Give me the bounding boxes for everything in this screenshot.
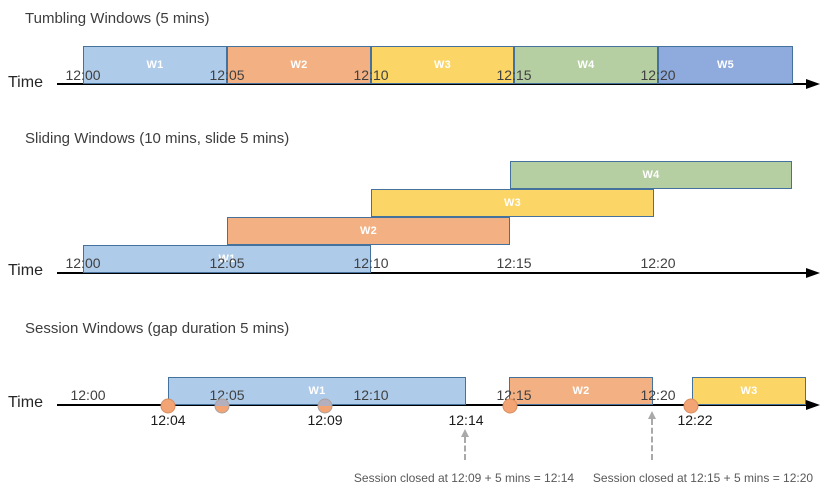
arrow-up-head-icon bbox=[461, 429, 469, 437]
window-label: W2 bbox=[359, 225, 378, 237]
tick-label: 12:20 bbox=[640, 387, 676, 403]
window-label: W1 bbox=[308, 385, 326, 397]
tick-label: 12:05 bbox=[209, 67, 245, 83]
tick-label: 12:15 bbox=[496, 67, 532, 83]
window-label: W2 bbox=[572, 385, 590, 397]
tumbling-window-w3: W3 bbox=[371, 46, 514, 84]
sliding-window-w1: W1 bbox=[83, 245, 371, 273]
event-time-label: 12:14 bbox=[448, 412, 484, 428]
tumbling-time-axis-label: Time bbox=[8, 74, 43, 91]
tick-label: 12:00 bbox=[70, 387, 106, 403]
tick-label: 12:05 bbox=[209, 255, 245, 271]
event-dot bbox=[160, 398, 176, 414]
sliding-time-axis-label: Time bbox=[8, 262, 43, 279]
window-label: W4 bbox=[577, 59, 595, 71]
tumbling-title: Tumbling Windows (5 mins) bbox=[25, 10, 210, 27]
session-time-axis-label: Time bbox=[8, 394, 43, 411]
tick-label: 12:10 bbox=[353, 387, 389, 403]
window-label: W4 bbox=[642, 169, 660, 181]
tumbling-window-w4: W4 bbox=[514, 46, 658, 84]
tumbling-axis-line bbox=[57, 83, 808, 85]
tumbling-window-w1: W1 bbox=[83, 46, 227, 84]
event-dot bbox=[214, 398, 230, 414]
session-window-w3: W3 bbox=[692, 377, 806, 405]
window-label: W1 bbox=[218, 253, 236, 265]
tick-label: 12:20 bbox=[640, 255, 676, 271]
session-close-annotation: Session closed at 12:09 + 5 mins = 12:14 bbox=[353, 471, 575, 485]
tick-label: 12:15 bbox=[496, 255, 532, 271]
window-label: W3 bbox=[503, 197, 522, 209]
sliding-axis-arrow-icon bbox=[806, 268, 820, 278]
tumbling-axis-arrow-icon bbox=[806, 79, 820, 89]
tick-label: 12:00 bbox=[65, 67, 101, 83]
event-time-label: 12:04 bbox=[150, 412, 186, 428]
window-label: W3 bbox=[433, 59, 452, 71]
window-label: W3 bbox=[740, 385, 758, 397]
session-title: Session Windows (gap duration 5 mins) bbox=[25, 320, 290, 337]
tumbling-window-w2: W2 bbox=[227, 46, 371, 84]
session-close-arrow-icon bbox=[461, 429, 469, 460]
tick-label: 12:00 bbox=[65, 255, 101, 271]
sliding-window-w2: W2 bbox=[227, 217, 510, 245]
tumbling-window-w5: W5 bbox=[658, 46, 793, 84]
sliding-axis-line bbox=[57, 272, 808, 274]
window-label: W5 bbox=[716, 59, 735, 71]
session-close-annotation: Session closed at 12:15 + 5 mins = 12:20 bbox=[592, 471, 814, 485]
event-time-label: 12:22 bbox=[677, 412, 713, 428]
tick-label: 12:10 bbox=[353, 255, 389, 271]
event-dot bbox=[317, 398, 333, 414]
tick-label: 12:10 bbox=[353, 67, 389, 83]
sliding-window-w4: W4 bbox=[510, 161, 792, 189]
event-time-label: 12:09 bbox=[307, 412, 343, 428]
arrow-up-head-icon bbox=[648, 411, 656, 419]
tick-label: 12:20 bbox=[640, 67, 676, 83]
session-window-w2: W2 bbox=[509, 377, 653, 405]
session-axis-line bbox=[57, 404, 808, 406]
sliding-title: Sliding Windows (10 mins, slide 5 mins) bbox=[25, 130, 290, 147]
session-axis-arrow-icon bbox=[806, 400, 820, 410]
event-dot bbox=[502, 398, 518, 414]
event-dot bbox=[683, 398, 699, 414]
sliding-window-w3: W3 bbox=[371, 189, 654, 217]
window-label: W2 bbox=[290, 59, 308, 71]
session-close-arrow-icon bbox=[648, 411, 656, 460]
window-label: W1 bbox=[146, 59, 164, 71]
